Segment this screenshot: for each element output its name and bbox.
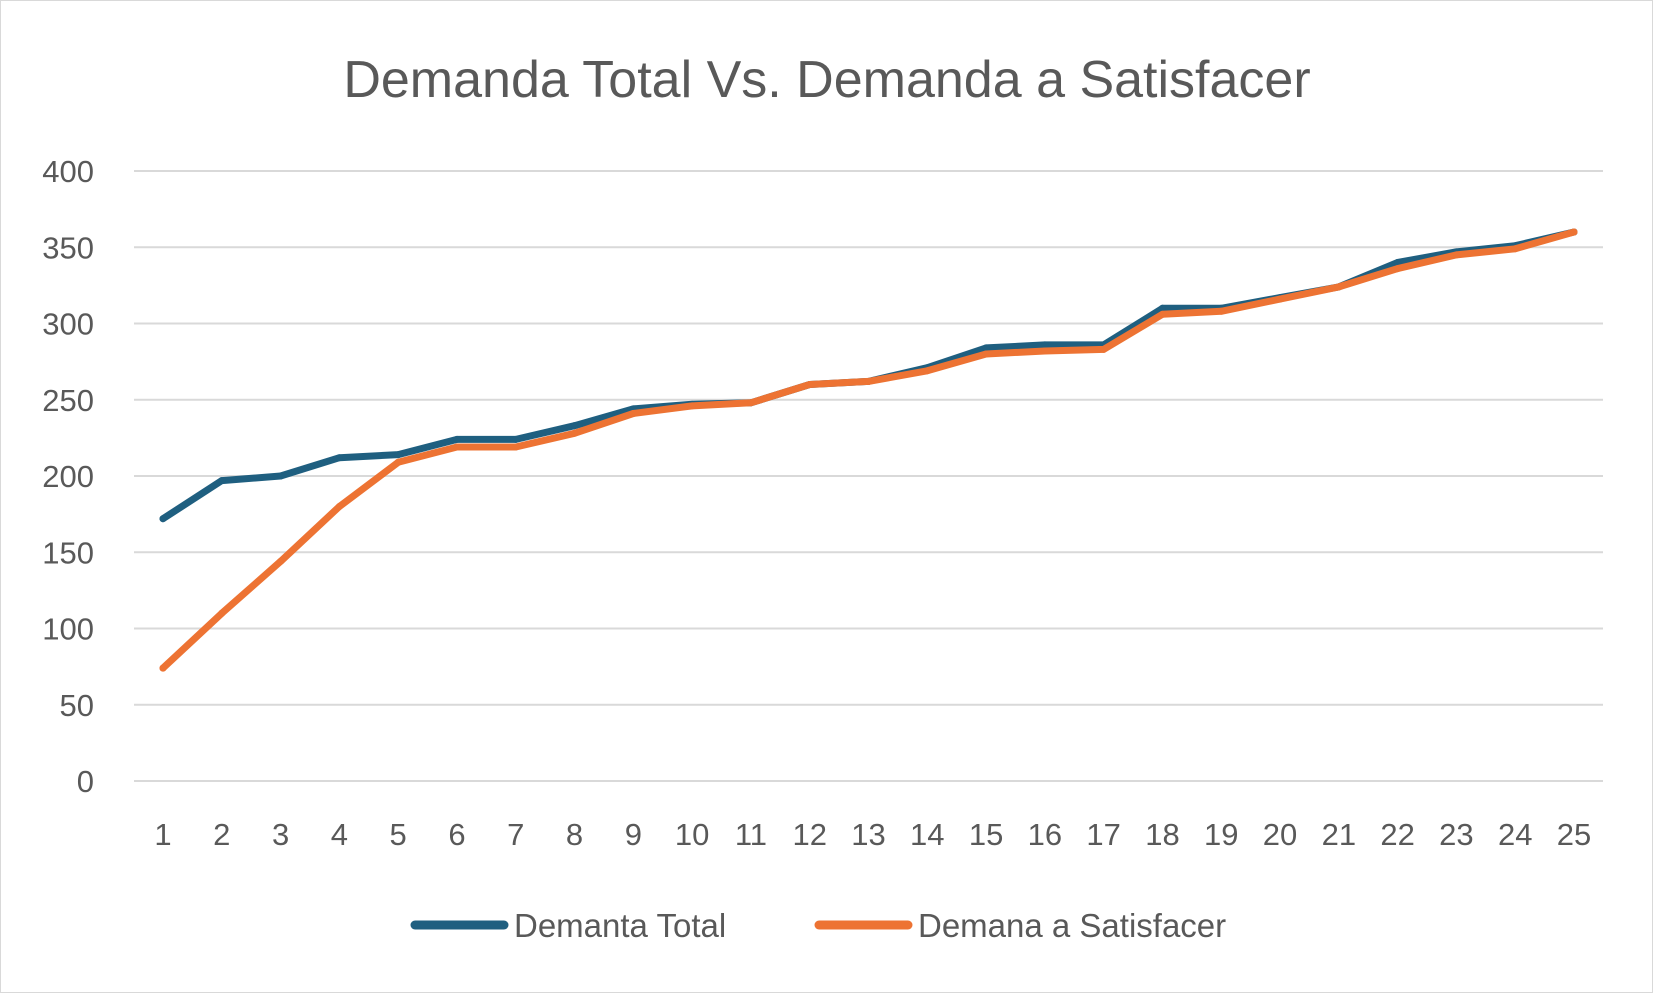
data-point-series-1 xyxy=(1394,259,1402,266)
x-tick-label: 5 xyxy=(390,817,407,852)
y-tick-label: 200 xyxy=(42,459,94,494)
data-point-series-2 xyxy=(218,609,226,617)
data-point-series-2 xyxy=(1158,310,1166,318)
y-axis-ticks: 0 50 100 150 200 250 300 350 400 xyxy=(42,154,94,799)
y-tick-label: 300 xyxy=(42,307,94,342)
data-point-series-2 xyxy=(923,367,931,375)
data-point-series-2 xyxy=(335,503,343,510)
data-point-series-2 xyxy=(806,381,814,388)
gridlines xyxy=(134,170,1603,782)
data-point-series-2 xyxy=(159,664,167,672)
data-point-series-1 xyxy=(159,515,167,523)
x-tick-label: 12 xyxy=(792,817,826,852)
data-point-series-2 xyxy=(1452,251,1460,259)
legend-label-2: Demana a Satisfacer xyxy=(918,907,1226,944)
y-tick-label: 400 xyxy=(42,154,94,189)
x-tick-label: 3 xyxy=(272,817,289,852)
x-tick-label: 10 xyxy=(675,817,709,852)
y-tick-label: 50 xyxy=(60,688,94,723)
x-tick-label: 13 xyxy=(851,817,885,852)
y-tick-label: 250 xyxy=(42,383,94,418)
x-tick-label: 4 xyxy=(331,817,348,852)
data-point-series-1 xyxy=(1158,304,1166,312)
x-tick-label: 15 xyxy=(969,817,1003,852)
x-tick-label: 21 xyxy=(1322,817,1356,852)
data-point-series-2 xyxy=(1100,345,1108,353)
data-point-series-1 xyxy=(453,435,461,443)
data-point-series-1 xyxy=(277,472,285,480)
x-tick-label: 8 xyxy=(566,817,583,852)
x-tick-label: 7 xyxy=(507,817,524,852)
x-tick-label: 19 xyxy=(1204,817,1238,852)
data-point-series-1 xyxy=(571,422,579,430)
data-point-series-2 xyxy=(394,458,402,466)
y-tick-label: 100 xyxy=(42,612,94,647)
data-point-series-1 xyxy=(512,435,520,443)
data-point-series-1 xyxy=(1041,341,1049,349)
data-point-series-2 xyxy=(512,443,520,451)
x-tick-label: 1 xyxy=(154,817,171,852)
x-axis-ticks: 1 2 3 4 5 6 7 8 9 10 11 12 13 14 15 16 17 18 19 20 21 22 23 24 2… xyxy=(154,817,1591,852)
data-point-series-2 xyxy=(1217,307,1225,315)
x-tick-label: 14 xyxy=(910,817,944,852)
data-point-series-2 xyxy=(629,409,637,417)
x-tick-label: 6 xyxy=(448,817,465,852)
data-point-series-2 xyxy=(1335,283,1343,291)
data-point-series-2 xyxy=(453,443,461,451)
x-tick-label: 11 xyxy=(735,817,767,852)
x-tick-label: 2 xyxy=(213,817,230,852)
data-point-series-1 xyxy=(335,454,343,462)
data-point-series-2 xyxy=(1276,295,1284,303)
chart-title: Demanda Total Vs. Demanda a Satisfacer xyxy=(343,51,1310,109)
y-tick-label: 150 xyxy=(42,535,94,570)
data-point-series-2 xyxy=(1394,265,1402,273)
data-point-series-2 xyxy=(277,557,285,565)
data-point-series-1 xyxy=(394,451,402,459)
data-point-series-2 xyxy=(747,399,755,407)
data-point-series-2 xyxy=(688,402,696,410)
data-point-series-2 xyxy=(1041,347,1049,355)
data-point-series-2 xyxy=(982,350,990,358)
series-lines xyxy=(159,228,1578,672)
x-tick-label: 18 xyxy=(1145,817,1179,852)
series-line-2 xyxy=(159,228,1578,672)
x-tick-label: 16 xyxy=(1028,817,1062,852)
x-tick-label: 25 xyxy=(1557,817,1591,852)
x-tick-label: 24 xyxy=(1498,817,1532,852)
data-point-series-2 xyxy=(1570,228,1578,236)
x-tick-label: 22 xyxy=(1380,817,1414,852)
data-point-series-2 xyxy=(571,429,579,437)
y-tick-label: 0 xyxy=(77,764,94,799)
legend: Demanta Total Demana a Satisfacer xyxy=(410,907,1226,944)
x-tick-label: 23 xyxy=(1439,817,1473,852)
data-point-series-2 xyxy=(865,377,872,385)
data-point-series-1 xyxy=(982,344,990,352)
y-tick-label: 350 xyxy=(42,230,94,265)
data-point-series-1 xyxy=(218,477,226,485)
data-point-series-2 xyxy=(1511,245,1519,253)
x-tick-label: 17 xyxy=(1086,817,1120,852)
legend-label-1: Demanta Total xyxy=(514,907,726,944)
x-tick-label: 20 xyxy=(1263,817,1297,852)
x-tick-label: 9 xyxy=(625,817,642,852)
